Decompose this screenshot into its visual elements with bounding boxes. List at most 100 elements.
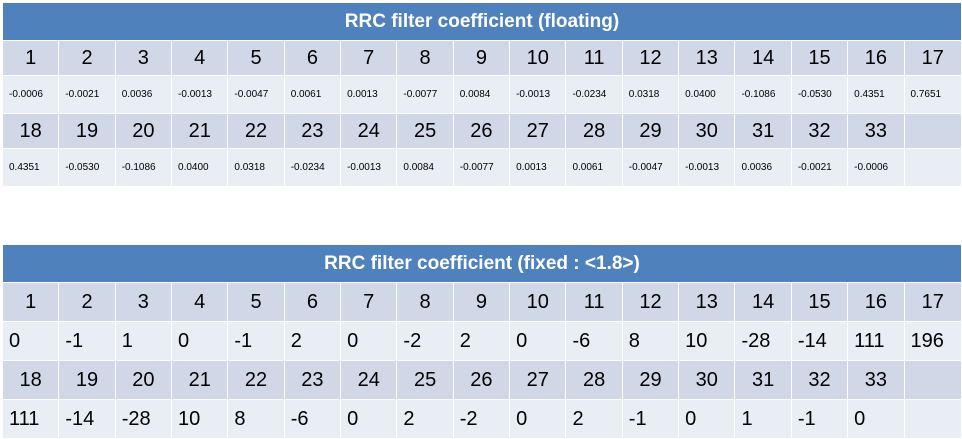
coefficient-value: -0.0013 — [172, 76, 229, 114]
coefficient-value: 8 — [228, 400, 285, 439]
coefficient-index: 8 — [397, 283, 454, 322]
coefficient-index: 31 — [735, 114, 792, 149]
coefficient-index: 4 — [172, 283, 229, 322]
coefficient-index: 13 — [679, 283, 736, 322]
coefficient-value: 0.0036 — [735, 149, 792, 187]
coefficient-value: 0.0084 — [397, 149, 454, 187]
coefficient-index: 22 — [228, 114, 285, 149]
coefficient-value: 2 — [397, 400, 454, 439]
coefficient-value: 0 — [510, 400, 567, 439]
coefficient-value: -0.0006 — [848, 149, 905, 187]
coefficient-value: 0 — [679, 400, 736, 439]
coefficient-value: 0.4351 — [848, 76, 905, 114]
empty-cell — [904, 400, 961, 439]
coefficient-index: 14 — [735, 283, 792, 322]
coefficient-value: -1 — [59, 322, 116, 361]
coefficient-value: 0.0013 — [510, 149, 567, 187]
coefficient-index: 11 — [566, 283, 623, 322]
coefficient-value: -0.0021 — [59, 76, 116, 114]
coefficient-index: 5 — [228, 283, 285, 322]
fixed-value-row-1: 0 -1 1 0 -1 2 0 -2 2 0 -6 8 10 -28 -14 111 196 — [3, 322, 961, 361]
empty-cell — [904, 114, 961, 149]
coefficient-index: 23 — [284, 361, 342, 400]
coefficient-index: 21 — [172, 114, 229, 149]
fixed-index-row-2: 18 19 20 21 22 23 24 25 26 27 28 29 30 31 32 33 — [3, 361, 961, 400]
fixed-index-row-1: 1 2 3 4 5 6 7 8 9 10 11 12 13 14 15 16 17 — [3, 283, 961, 322]
floating-index-row-1: 1 2 3 4 5 6 7 8 9 10 11 12 13 14 15 16 17 — [3, 41, 961, 76]
empty-cell — [904, 361, 961, 400]
coefficient-value: 0.0318 — [228, 149, 285, 187]
coefficient-value: 0.0036 — [115, 76, 173, 114]
coefficient-value: -1 — [228, 322, 285, 361]
fixed-table-title: RRC filter coefficient (fixed : <1.8>) — [3, 245, 961, 283]
coefficient-index: 18 — [3, 361, 60, 400]
coefficient-value: -0.0234 — [566, 76, 623, 114]
coefficient-index: 25 — [397, 114, 454, 149]
coefficient-index: 30 — [679, 114, 736, 149]
coefficient-index: 10 — [510, 41, 567, 76]
coefficient-index: 32 — [791, 114, 849, 149]
coefficient-index: 6 — [284, 41, 342, 76]
coefficient-index: 18 — [3, 114, 60, 149]
coefficient-index: 17 — [904, 41, 961, 76]
coefficient-value: 2 — [284, 322, 342, 361]
coefficient-index: 27 — [510, 114, 567, 149]
coefficient-index: 26 — [453, 114, 511, 149]
coefficient-index: 30 — [679, 361, 736, 400]
coefficient-value: -0.0047 — [622, 149, 680, 187]
coefficient-index: 10 — [510, 283, 567, 322]
fixed-coefficient-table: RRC filter coefficient (fixed : <1.8>) 1… — [3, 245, 961, 439]
coefficient-index: 20 — [115, 361, 173, 400]
coefficient-index: 1 — [3, 41, 60, 76]
coefficient-index: 24 — [341, 361, 398, 400]
coefficient-index: 26 — [453, 361, 511, 400]
coefficient-value: -14 — [59, 400, 116, 439]
coefficient-index: 29 — [622, 114, 680, 149]
coefficient-index: 12 — [622, 283, 680, 322]
coefficient-index: 27 — [510, 361, 567, 400]
coefficient-value: 0.0318 — [622, 76, 680, 114]
coefficient-value: -28 — [115, 400, 173, 439]
coefficient-value: 0.0061 — [566, 149, 623, 187]
floating-value-row-1: -0.0006 -0.0021 0.0036 -0.0013 -0.0047 0.0061… — [3, 76, 961, 114]
coefficient-value: -0.0021 — [791, 149, 849, 187]
coefficient-index: 21 — [172, 361, 229, 400]
coefficient-value: 0.0013 — [341, 76, 398, 114]
coefficient-index: 9 — [453, 41, 511, 76]
coefficient-index: 23 — [284, 114, 342, 149]
coefficient-index: 5 — [228, 41, 285, 76]
floating-index-row-2: 18 19 20 21 22 23 24 25 26 27 28 29 30 31 32 33 — [3, 114, 961, 149]
coefficient-index: 19 — [59, 114, 116, 149]
coefficient-index: 28 — [566, 114, 623, 149]
coefficient-index: 4 — [172, 41, 229, 76]
coefficient-index: 33 — [848, 114, 905, 149]
coefficient-value: 0.0400 — [172, 149, 229, 187]
coefficient-index: 3 — [115, 283, 173, 322]
coefficient-index: 15 — [791, 283, 849, 322]
coefficient-index: 7 — [341, 41, 398, 76]
coefficient-index: 16 — [848, 283, 905, 322]
coefficient-value: -0.0006 — [3, 76, 60, 114]
coefficient-value: 2 — [453, 322, 511, 361]
coefficient-value: 0 — [172, 322, 229, 361]
coefficient-value: -1 — [622, 400, 680, 439]
coefficient-value: -0.0077 — [397, 76, 454, 114]
coefficient-value: -0.0013 — [679, 149, 736, 187]
coefficient-index: 31 — [735, 361, 792, 400]
coefficient-value: 1 — [735, 400, 792, 439]
coefficient-index: 3 — [115, 41, 173, 76]
coefficient-index: 19 — [59, 361, 116, 400]
coefficient-value: 0 — [341, 322, 398, 361]
coefficient-value: -6 — [284, 400, 342, 439]
coefficient-value: -0.1086 — [115, 149, 173, 187]
coefficient-index: 2 — [59, 41, 116, 76]
coefficient-value: 111 — [3, 400, 60, 439]
coefficient-value: 8 — [622, 322, 680, 361]
coefficient-value: 0 — [341, 400, 398, 439]
coefficient-index: 25 — [397, 361, 454, 400]
empty-cell — [904, 149, 961, 187]
coefficient-index: 15 — [791, 41, 849, 76]
coefficient-index: 9 — [453, 283, 511, 322]
coefficient-index: 11 — [566, 41, 623, 76]
